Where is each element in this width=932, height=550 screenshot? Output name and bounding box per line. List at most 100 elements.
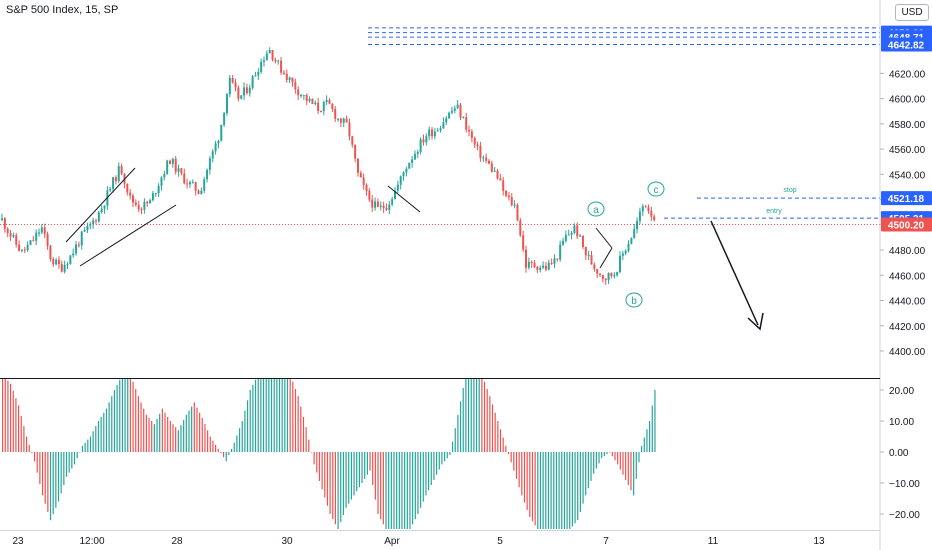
candle[interactable] <box>66 261 69 270</box>
candle[interactable] <box>396 180 399 194</box>
candle[interactable] <box>282 70 285 76</box>
candle[interactable] <box>191 179 194 184</box>
candle[interactable] <box>52 257 55 267</box>
candle[interactable] <box>579 233 582 237</box>
candle[interactable] <box>394 187 396 200</box>
candle[interactable] <box>559 240 562 262</box>
candle[interactable] <box>525 245 527 273</box>
candle[interactable] <box>522 230 525 252</box>
candle[interactable] <box>610 272 613 279</box>
candle[interactable] <box>371 195 374 212</box>
wave-triangle-line[interactable] <box>599 247 613 269</box>
candle[interactable] <box>180 168 183 176</box>
wave-label-b[interactable]: b <box>625 292 643 308</box>
candle[interactable] <box>126 183 129 196</box>
candle[interactable] <box>422 134 425 146</box>
candle[interactable] <box>601 274 604 283</box>
candle[interactable] <box>277 59 280 65</box>
candle[interactable] <box>46 231 49 250</box>
candle[interactable] <box>143 198 146 214</box>
candle[interactable] <box>112 176 115 193</box>
candle[interactable] <box>388 201 391 215</box>
candle[interactable] <box>322 100 325 116</box>
candle[interactable] <box>590 250 593 265</box>
candle[interactable] <box>530 260 533 268</box>
candle[interactable] <box>450 106 453 115</box>
candle[interactable] <box>354 144 357 163</box>
channel-upper-line[interactable] <box>65 167 136 243</box>
candle[interactable] <box>251 75 254 90</box>
candle[interactable] <box>459 103 462 121</box>
candle[interactable] <box>271 49 274 62</box>
candle[interactable] <box>311 98 314 105</box>
candle[interactable] <box>593 262 596 272</box>
candle[interactable] <box>405 166 408 177</box>
candle[interactable] <box>627 240 630 253</box>
candle[interactable] <box>644 205 647 208</box>
wave-triangle-line[interactable] <box>595 227 613 249</box>
candle[interactable] <box>263 56 265 67</box>
candle[interactable] <box>194 181 197 196</box>
candle[interactable] <box>359 170 362 178</box>
target-arrow-head[interactable] <box>747 312 764 331</box>
candle[interactable] <box>300 93 303 98</box>
candle[interactable] <box>265 50 268 61</box>
candles-layer[interactable] <box>1 47 656 285</box>
candle[interactable] <box>203 176 206 194</box>
target-arrow-shaft[interactable] <box>710 220 759 326</box>
candle[interactable] <box>499 173 502 181</box>
candle[interactable] <box>527 257 530 270</box>
candle[interactable] <box>137 200 140 212</box>
candle[interactable] <box>35 229 38 246</box>
candle[interactable] <box>433 128 436 140</box>
candle[interactable] <box>6 227 9 238</box>
candle[interactable] <box>268 47 271 54</box>
candle[interactable] <box>536 265 539 274</box>
candle[interactable] <box>362 173 365 190</box>
candle[interactable] <box>157 183 160 198</box>
candle[interactable] <box>411 155 414 168</box>
candle[interactable] <box>18 240 21 252</box>
candle[interactable] <box>556 258 559 262</box>
candle[interactable] <box>237 85 240 102</box>
candle[interactable] <box>465 112 468 133</box>
candle[interactable] <box>260 58 263 74</box>
candle[interactable] <box>487 158 490 165</box>
candle[interactable] <box>220 124 223 142</box>
candle[interactable] <box>228 74 231 98</box>
candle[interactable] <box>154 192 157 197</box>
candle[interactable] <box>342 117 345 128</box>
candle[interactable] <box>169 159 172 165</box>
candle[interactable] <box>149 198 152 204</box>
candle[interactable] <box>223 112 226 128</box>
candle[interactable] <box>240 95 243 100</box>
candle[interactable] <box>120 163 123 176</box>
candle[interactable] <box>636 217 639 234</box>
candle[interactable] <box>308 96 311 103</box>
candle[interactable] <box>445 116 448 126</box>
candle[interactable] <box>38 228 41 237</box>
candle[interactable] <box>214 140 217 155</box>
candle[interactable] <box>57 256 60 269</box>
candle[interactable] <box>502 176 505 196</box>
candle[interactable] <box>448 111 451 119</box>
candle[interactable] <box>334 106 337 122</box>
candle[interactable] <box>217 139 220 149</box>
candle[interactable] <box>86 222 89 234</box>
candle[interactable] <box>243 82 246 101</box>
candle[interactable] <box>15 232 18 248</box>
candle[interactable] <box>473 136 476 149</box>
candle[interactable] <box>468 125 471 137</box>
candle[interactable] <box>92 217 95 229</box>
candle[interactable] <box>291 77 294 87</box>
candle[interactable] <box>490 160 493 173</box>
candle[interactable] <box>63 260 66 274</box>
candle[interactable] <box>399 175 402 190</box>
candle[interactable] <box>245 83 248 95</box>
candle[interactable] <box>160 176 163 191</box>
candle[interactable] <box>248 84 251 97</box>
candle[interactable] <box>109 187 112 192</box>
candle[interactable] <box>456 99 459 109</box>
candle[interactable] <box>385 203 388 211</box>
